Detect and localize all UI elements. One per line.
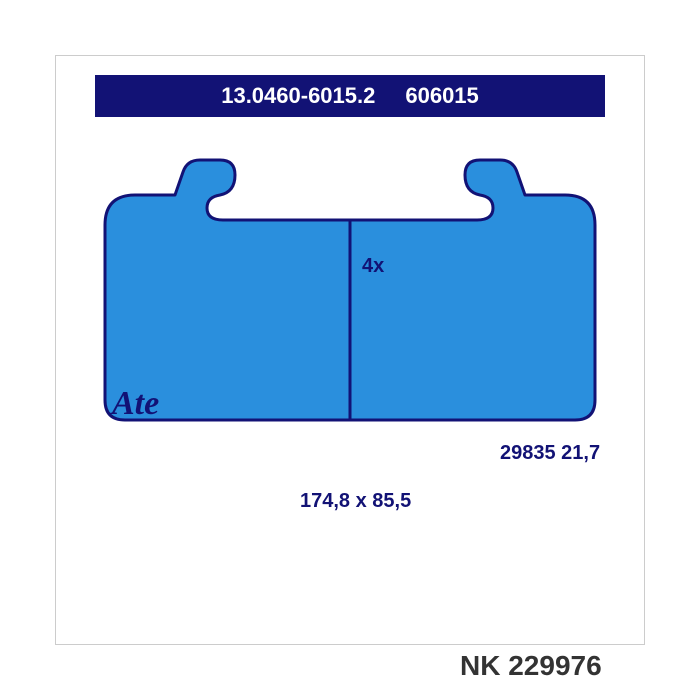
part-number-short: 606015 [405,83,478,109]
dimensions-label: 174,8 x 85,5 [300,490,411,513]
brake-pad-diagram [95,150,605,430]
wva-code-label: 29835 21,7 [500,442,600,465]
footer-part-number: NK 229976 [460,650,602,682]
quantity-label: 4x [362,255,384,278]
brand-logo: Ate [112,385,159,423]
header-bar: 13.0460-6015.2 606015 [95,75,605,117]
part-number-long: 13.0460-6015.2 [221,83,375,109]
